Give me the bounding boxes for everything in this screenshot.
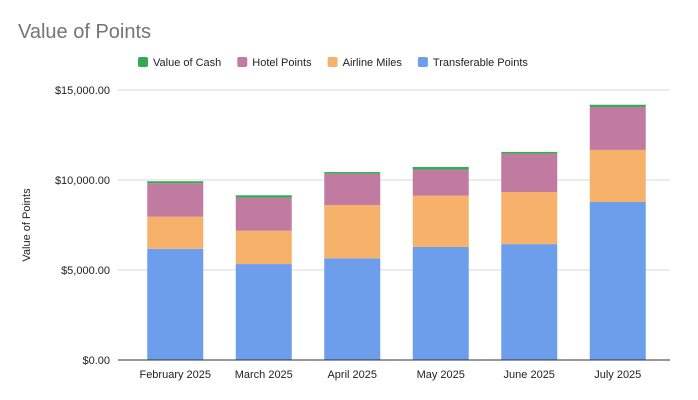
bar-airline-miles[interactable]: [235, 230, 292, 265]
bar-transferable-points[interactable]: [589, 201, 646, 360]
bar-hotel-points[interactable]: [589, 106, 646, 150]
bar-transferable-points[interactable]: [235, 264, 292, 360]
bar-hotel-points[interactable]: [412, 169, 469, 196]
y-tick-label: $5,000.00: [61, 265, 110, 277]
x-tick-label: April 2025: [327, 369, 377, 381]
x-axis-ticks: February 2025 March 2025 April 2025 May 202…: [139, 369, 641, 381]
y-tick-label: $10,000.00: [55, 175, 110, 187]
legend-swatch: [327, 57, 338, 67]
bar-airline-miles[interactable]: [324, 205, 381, 259]
bars: [147, 104, 646, 360]
bar-value-of-cash[interactable]: [501, 151, 558, 154]
x-tick-label: February 2025: [139, 369, 211, 381]
bar-hotel-points[interactable]: [235, 197, 292, 231]
bar-airline-miles[interactable]: [147, 216, 204, 249]
legend-item[interactable]: Hotel Points: [237, 57, 312, 69]
legend-label: Airline Miles: [343, 57, 403, 69]
legend-swatch: [417, 57, 428, 67]
gridlines: [118, 89, 670, 271]
bar-transferable-points[interactable]: [412, 246, 469, 360]
bar-value-of-cash[interactable]: [235, 195, 292, 198]
legend-swatch: [237, 57, 248, 67]
bar-value-of-cash[interactable]: [412, 167, 469, 170]
legend-item[interactable]: Transferable Points: [417, 57, 528, 69]
y-tick-label: $0.00: [82, 355, 110, 367]
bar-airline-miles[interactable]: [589, 149, 646, 202]
bar-hotel-points[interactable]: [324, 173, 381, 206]
legend-swatch: [138, 57, 148, 67]
legend-item[interactable]: Value of Cash: [138, 57, 221, 69]
chart-title: Value of Points: [18, 21, 151, 43]
bar-value-of-cash[interactable]: [147, 181, 204, 184]
bar-transferable-points[interactable]: [324, 258, 381, 360]
x-tick-label: July 2025: [594, 369, 641, 381]
legend-label: Hotel Points: [252, 57, 312, 69]
bar-hotel-points[interactable]: [501, 153, 558, 193]
y-axis-label: Value of Points: [21, 188, 33, 262]
bar-transferable-points[interactable]: [147, 248, 204, 360]
x-tick-label: June 2025: [504, 369, 555, 381]
y-tick-label: $15,000.00: [55, 85, 110, 97]
bar-hotel-points[interactable]: [147, 183, 204, 217]
legend-label: Value of Cash: [153, 57, 221, 69]
x-tick-label: May 2025: [417, 369, 465, 381]
legend-label: Transferable Points: [433, 57, 528, 69]
x-tick-label: March 2025: [235, 369, 293, 381]
legend-item[interactable]: Airline Miles: [327, 57, 403, 69]
bar-airline-miles[interactable]: [412, 195, 469, 247]
bar-value-of-cash[interactable]: [589, 104, 646, 107]
bar-airline-miles[interactable]: [501, 192, 558, 245]
y-axis-ticks: $0.00 $5,000.00 $10,000.00 $15,000.00: [55, 85, 670, 367]
bar-transferable-points[interactable]: [501, 244, 558, 360]
legend: Value of Cash Hotel Points Airline Miles Tr…: [138, 57, 528, 69]
bar-value-of-cash[interactable]: [324, 172, 381, 174]
